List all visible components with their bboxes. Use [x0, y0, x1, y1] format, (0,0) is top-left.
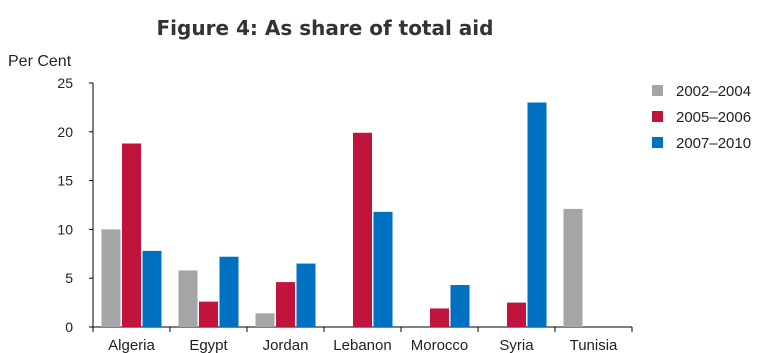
y-tick-label: 20	[57, 124, 73, 140]
legend: 2002–2004 2005–2006 2007–2010	[652, 83, 751, 152]
bar	[101, 229, 121, 327]
x-category-label: Jordan	[263, 337, 309, 353]
x-category-label: Lebanon	[333, 337, 391, 353]
legend-label: 2005–2006	[676, 109, 751, 126]
y-tick-label: 0	[65, 319, 73, 335]
bar	[255, 313, 275, 327]
y-tick-label: 5	[65, 270, 73, 286]
bar	[199, 301, 218, 327]
bar	[142, 250, 162, 327]
bar	[430, 308, 449, 327]
legend-label: 2007–2010	[676, 135, 751, 152]
bar	[373, 211, 393, 327]
bar	[122, 143, 141, 327]
bar	[527, 102, 547, 328]
bar	[353, 132, 372, 327]
y-tick-label: 10	[57, 221, 73, 237]
y-axis-label: Per Cent	[8, 53, 72, 70]
bar	[296, 263, 316, 327]
legend-label: 2002–2004	[676, 83, 751, 100]
bar	[219, 256, 239, 327]
x-category-label: Morocco	[411, 337, 469, 353]
legend-swatch	[652, 111, 663, 122]
bar	[507, 302, 526, 327]
legend-swatch	[652, 137, 663, 148]
x-category-label: Tunisia	[570, 337, 618, 353]
x-category-label: Syria	[499, 337, 534, 353]
chart-title: Figure 4: As share of total aid	[157, 16, 494, 40]
y-tick-label: 15	[57, 173, 73, 189]
legend-swatch	[652, 85, 663, 96]
x-category-label: Algeria	[108, 337, 155, 353]
plot-area: 0 5 10 15 20 25 Algeria Egypt Jordan Lebanon Moroc…	[57, 75, 633, 353]
y-tick-label: 25	[57, 75, 73, 91]
bar	[563, 208, 583, 327]
bar	[178, 270, 198, 327]
bar	[276, 282, 295, 327]
bar	[450, 285, 470, 327]
x-category-label: Egypt	[189, 337, 228, 353]
